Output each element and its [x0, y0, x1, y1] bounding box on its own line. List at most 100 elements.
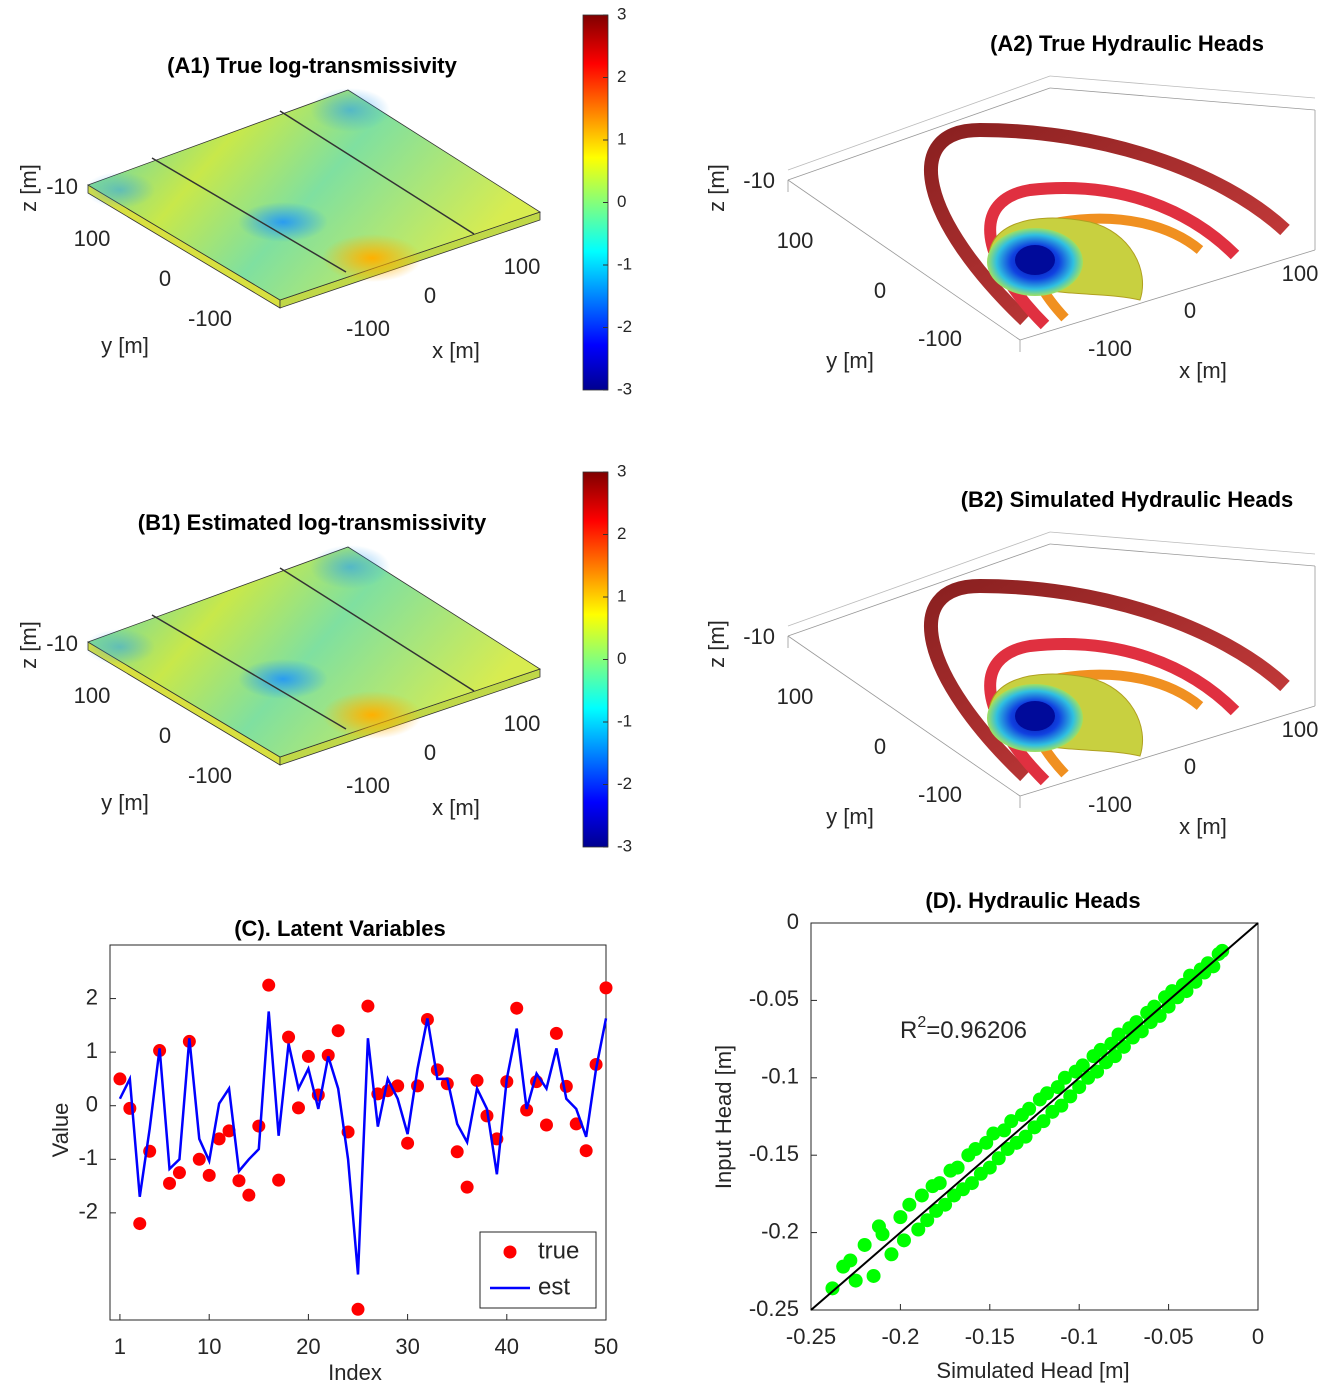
- y-axis-label: Input Head [m]: [711, 1045, 736, 1189]
- y-axis-label: y [m]: [826, 348, 874, 373]
- box-edge: [1049, 87, 1316, 111]
- true-point: [232, 1174, 246, 1188]
- x-tick-label: -0.15: [965, 1324, 1015, 1349]
- slab-top: [87, 546, 541, 758]
- head-point: [968, 1142, 983, 1157]
- x-tick-label: 40: [495, 1334, 519, 1359]
- surface-3d: [85, 88, 541, 309]
- true-point: [212, 1132, 226, 1146]
- head-point: [1090, 1064, 1105, 1079]
- y-tick-label: -100: [918, 326, 962, 351]
- box-edge: [1049, 543, 1316, 567]
- head-point: [875, 1227, 890, 1242]
- head-point: [911, 1222, 926, 1237]
- true-point: [133, 1217, 147, 1231]
- x-tick-label: 20: [296, 1334, 320, 1359]
- x-tick-label: 100: [504, 254, 541, 279]
- true-point: [272, 1173, 286, 1187]
- x-tick-label: -100: [346, 316, 390, 341]
- true-point: [113, 1072, 127, 1086]
- x-tick-label: -0.2: [881, 1324, 919, 1349]
- colorbar-tick-label: -3: [617, 379, 632, 398]
- colorbar-tick-label: -2: [617, 317, 632, 336]
- panel-title: (B1) Estimated log-transmissivity: [138, 510, 487, 535]
- y-tick-label: 0: [159, 266, 171, 291]
- x-tick-label: 0: [1184, 754, 1196, 779]
- head-point: [932, 1176, 947, 1191]
- true-point: [172, 1166, 186, 1180]
- true-point: [163, 1176, 177, 1190]
- x-tick-label: 0: [424, 283, 436, 308]
- colorbar-tick-label: 3: [617, 4, 626, 23]
- head-point: [982, 1160, 997, 1175]
- head-point: [1111, 1027, 1126, 1042]
- y-tick-label: -100: [918, 782, 962, 807]
- panel-title: (A2) True Hydraulic Heads: [990, 31, 1264, 56]
- y-tick-label: -0.05: [749, 986, 799, 1011]
- box-edge: [1019, 705, 1316, 797]
- legend-dot: [503, 1245, 517, 1259]
- y-tick-label: 0: [874, 278, 886, 303]
- true-point: [401, 1136, 415, 1150]
- y-tick-label: 100: [74, 683, 111, 708]
- y-tick-label: -0.2: [761, 1218, 799, 1243]
- true-point: [262, 978, 276, 992]
- drawdown-cone: [1015, 245, 1055, 275]
- head-band: [924, 578, 1290, 782]
- true-point: [351, 1302, 365, 1316]
- y-tick-label: -0.25: [749, 1296, 799, 1321]
- y-tick-label: 1: [86, 1038, 98, 1063]
- z-tick-label: -10: [743, 168, 775, 193]
- head-point: [1215, 943, 1230, 958]
- x-tick-label: 0: [1252, 1324, 1264, 1349]
- x-tick-label: 0: [424, 740, 436, 765]
- colorbar-tick-label: 1: [617, 129, 626, 148]
- head-point: [884, 1247, 899, 1262]
- x-tick-label: 0: [1184, 298, 1196, 323]
- true-point: [510, 1001, 524, 1015]
- r-symbol: R: [900, 1017, 917, 1044]
- drawdown-cone: [1015, 701, 1055, 731]
- head-point: [843, 1253, 858, 1268]
- true-point: [222, 1124, 236, 1138]
- y-axis-label: y [m]: [101, 333, 149, 358]
- head-point: [848, 1273, 863, 1288]
- low-zone: [310, 88, 390, 132]
- x-axis-label: x [m]: [432, 795, 480, 820]
- head-point: [1057, 1070, 1072, 1085]
- high-zone: [322, 234, 422, 282]
- low-zone: [310, 545, 390, 589]
- head-point: [964, 1176, 979, 1191]
- y-tick-label: 0: [86, 1092, 98, 1117]
- colorbar-tick-label: -1: [617, 711, 632, 730]
- true-point: [291, 1101, 305, 1115]
- true-point: [539, 1118, 553, 1132]
- x-tick-label: 10: [197, 1334, 221, 1359]
- head-point: [1075, 1058, 1090, 1073]
- true-point: [123, 1101, 137, 1115]
- head-point: [896, 1233, 911, 1248]
- est-line: [118, 1011, 608, 1275]
- low-zone: [238, 659, 328, 699]
- y-tick-label: 100: [777, 684, 814, 709]
- y-tick-label: -0.1: [761, 1064, 799, 1089]
- true-point: [301, 1049, 315, 1063]
- y-tick-label: -2: [78, 1199, 98, 1224]
- x-tick-label: -100: [1088, 792, 1132, 817]
- panel-title: (C). Latent Variables: [234, 916, 446, 941]
- r-exponent: 2: [917, 1014, 926, 1031]
- box-edge: [1049, 75, 1316, 99]
- colorbar-tick-label: -1: [617, 254, 632, 273]
- panel-title: (B2) Simulated Hydraulic Heads: [961, 487, 1294, 512]
- head-point: [1072, 1080, 1087, 1095]
- y-tick-label: 100: [777, 228, 814, 253]
- y-tick-label: -100: [188, 763, 232, 788]
- box-edge: [787, 87, 1051, 181]
- head-point: [920, 1213, 935, 1228]
- legend-label: true: [538, 1237, 579, 1264]
- colorbar-tick-label: 3: [617, 461, 626, 480]
- head-point: [893, 1210, 908, 1225]
- y-tick-label: 0: [787, 909, 799, 934]
- z-axis-label: z [m]: [16, 621, 41, 669]
- x-tick-label: -100: [346, 773, 390, 798]
